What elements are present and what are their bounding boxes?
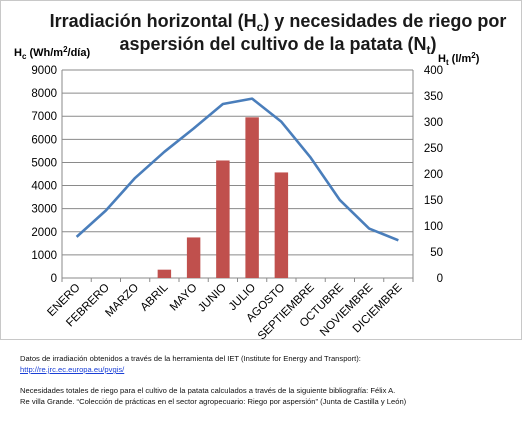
x-category-label: MAYO: [168, 282, 200, 314]
chart-title-line-1: Irradiación horizontal (Hc) y necesidade…: [50, 11, 507, 34]
y-left-axis-label: Hc (Wh/m2/día): [14, 45, 90, 61]
y-right-tick-label: 50: [430, 247, 443, 259]
bar: [275, 172, 288, 278]
y-right-tick-label: 100: [424, 221, 443, 233]
y-left-tick-label: 3000: [31, 204, 57, 216]
y-left-tick-label: 7000: [31, 111, 57, 123]
x-category-label: ABRIL: [138, 281, 170, 313]
note-irradiation-source: Datos de irradiación obtenidos a través …: [20, 353, 510, 364]
y-right-tick-label: 0: [437, 273, 443, 285]
y-left-tick-label: 2000: [31, 227, 57, 239]
irradiation-line: [77, 99, 399, 241]
y-left-tick-label: 6000: [31, 134, 57, 146]
line-series: [77, 99, 399, 241]
y-right-tick-label: 350: [424, 91, 443, 103]
tick-labels: 0 1000 2000 3000 4000 5000 6000 7000 8000 9000 0 50…: [31, 65, 443, 340]
note-irrigation-source-2: Re villa Grande. “Colección de prácticas…: [20, 396, 510, 407]
y-left-tick-label: 9000: [31, 65, 57, 77]
y-right-tick-label: 150: [424, 195, 443, 207]
pvgis-link[interactable]: http://re.jrc.ec.europa.eu/pvgis/: [20, 365, 124, 374]
y-left-tick-label: 0: [51, 273, 57, 285]
x-category-label: JUNIO: [196, 282, 229, 315]
y-right-tick-label: 400: [424, 65, 443, 77]
y-left-tick-label: 1000: [31, 250, 57, 262]
y-left-tick-label: 5000: [31, 157, 57, 169]
y-right-tick-label: 200: [424, 169, 443, 181]
note-irrigation-source-1: Necesidades totales de riego para el cul…: [20, 385, 510, 396]
y-right-axis-label: Ht (l/m2): [438, 51, 480, 67]
bar: [216, 160, 229, 278]
bar: [187, 237, 200, 278]
chart-title-line-2: aspersión del cultivo de la patata (Nt): [119, 34, 436, 57]
y-right-tick-label: 300: [424, 117, 443, 129]
chart-svg: Irradiación horizontal (Hc) y necesidade…: [0, 0, 522, 340]
chart-notes: Datos de irradiación obtenidos a través …: [20, 353, 510, 407]
y-left-tick-label: 4000: [31, 181, 57, 193]
bar: [245, 117, 258, 278]
bar: [158, 270, 171, 278]
y-right-tick-label: 250: [424, 143, 443, 155]
y-left-tick-label: 8000: [31, 88, 57, 100]
